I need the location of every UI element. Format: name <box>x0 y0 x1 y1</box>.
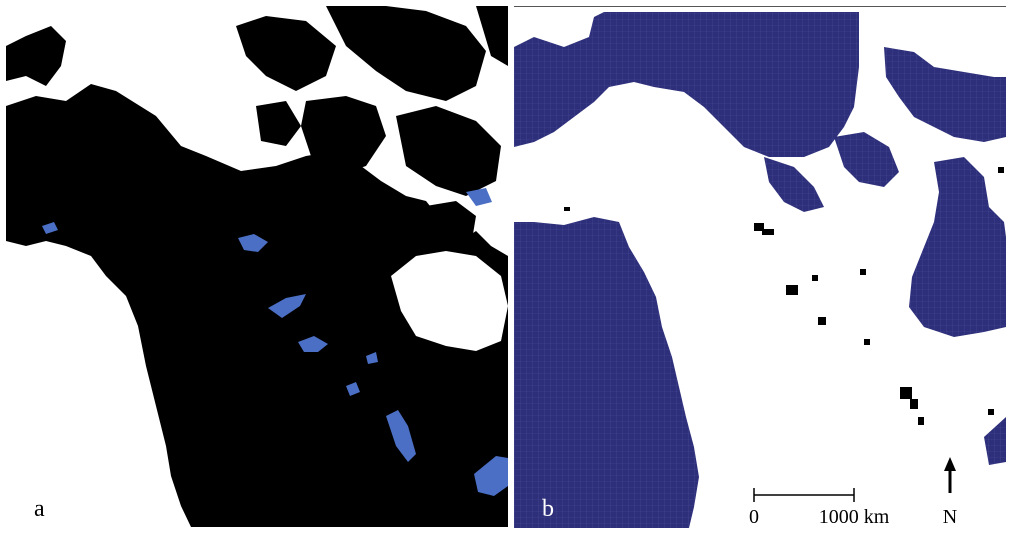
lake <box>346 382 360 396</box>
grid-ocean-north <box>514 12 859 157</box>
lake <box>474 456 508 496</box>
pacific-coast <box>106 296 181 527</box>
arctic-island <box>426 201 476 256</box>
panel-label-b: b <box>542 496 554 522</box>
panel-label-a: a <box>34 496 45 522</box>
lake-pixel <box>918 417 924 425</box>
map-panel-b: 0 1000 km N <box>514 6 1006 528</box>
grid-ocean-west <box>514 217 699 528</box>
north-label: N <box>943 506 957 528</box>
arctic-island <box>256 101 301 146</box>
lake <box>268 294 306 318</box>
lake-pixel <box>818 317 826 325</box>
lake-pixel <box>812 275 818 281</box>
north-arrow-icon: N <box>943 457 957 528</box>
scale-end-label: 1000 km <box>819 506 890 528</box>
arctic-island <box>396 106 501 196</box>
hudson-bay <box>391 251 508 351</box>
grid-ocean-channel <box>764 157 824 212</box>
lake-pixel <box>762 229 774 235</box>
lake <box>386 410 416 462</box>
lake-pixel <box>564 207 570 211</box>
scale-bar: 0 1000 km <box>749 488 890 528</box>
lake <box>466 188 492 206</box>
gridded-map: 0 1000 km N <box>514 7 1006 528</box>
lake-pixel <box>900 387 912 399</box>
lake <box>42 222 58 234</box>
arctic-island <box>301 96 386 176</box>
map-panel-a <box>6 6 508 527</box>
lake-pixel <box>864 339 870 345</box>
lake-pixel <box>910 399 918 409</box>
scale-start-label: 0 <box>749 506 759 528</box>
lake-pixel <box>998 167 1004 173</box>
lake <box>238 234 268 252</box>
grid-hudson-bay <box>909 157 1006 337</box>
grid-ocean-northeast <box>884 47 1006 142</box>
lake-pixel <box>860 269 866 275</box>
arctic-island <box>476 6 508 66</box>
lake <box>298 336 328 352</box>
grid-ocean-islands <box>834 132 899 187</box>
lake <box>366 352 378 364</box>
grid-ocean-southeast <box>984 417 1006 465</box>
lake-pixel <box>786 285 798 295</box>
lake-pixel <box>754 223 764 231</box>
land-mass <box>6 26 508 527</box>
arctic-island <box>236 16 336 91</box>
arctic-island <box>326 6 486 101</box>
detailed-map <box>6 6 508 527</box>
lake-pixel <box>988 409 994 415</box>
